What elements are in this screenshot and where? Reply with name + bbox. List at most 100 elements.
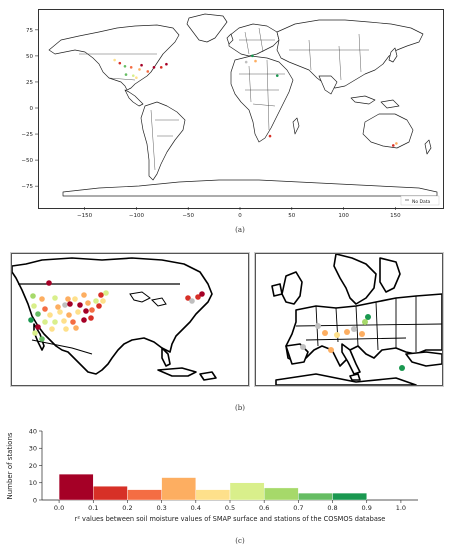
world-station-18 [391, 144, 395, 147]
world-station-3 [129, 66, 133, 69]
eu-station-7 [359, 331, 365, 337]
y-tick-label-0: 75 [26, 28, 33, 34]
x-tick-label-6: 150 [390, 213, 401, 219]
na-station-37 [32, 330, 38, 336]
world-station-7 [146, 70, 150, 73]
eu-station-6 [351, 326, 357, 332]
hist-x-tick-label-1: 0.1 [88, 504, 98, 512]
hist-x-tick-label-9: 0.9 [362, 504, 372, 512]
us-mexico-border [31, 339, 93, 355]
south-america [140, 101, 186, 181]
na-station-21 [75, 309, 81, 315]
world-station-12 [131, 74, 135, 77]
scandinavia [333, 253, 377, 305]
hist-x-tick-label-6: 0.6 [259, 504, 269, 512]
australia [362, 113, 414, 149]
histogram-bar-1 [93, 486, 128, 501]
india [318, 75, 338, 95]
na-station-12 [77, 302, 83, 308]
eu-station-5 [344, 329, 350, 335]
na-station-29 [61, 318, 67, 324]
world-station-9 [159, 66, 163, 69]
r2-histogram: 0 10 20 30 40 0.0 0.1 0.2 0.3 0.4 0.5 0.6 0.7 0.8 0.9… [6, 427, 418, 523]
hist-y-tick-label-1: 10 [29, 479, 37, 487]
na-station-34 [49, 326, 55, 332]
na-station-3 [52, 295, 58, 301]
hist-y-tick-label-3: 30 [29, 445, 37, 453]
na-station-22 [83, 308, 89, 314]
eu-station-0 [365, 314, 371, 320]
world-station-5 [138, 68, 141, 71]
eu-station-4 [334, 332, 340, 338]
north-america-map-panel [11, 253, 249, 386]
eu-station-2 [315, 323, 321, 329]
legend-box [400, 195, 440, 206]
map-legend: No Data [400, 195, 440, 206]
na-station-28 [52, 319, 58, 325]
greenland [186, 13, 228, 43]
asia [276, 19, 424, 89]
y-tick-label-2: 25 [26, 80, 33, 86]
histogram-bar-4 [195, 489, 231, 501]
world-station-4 [124, 73, 128, 76]
na-station-15 [98, 292, 104, 298]
na-station-26 [28, 317, 34, 323]
eu-station-8 [300, 344, 306, 350]
world-station-0 [113, 58, 116, 62]
na-station-25 [100, 298, 106, 304]
eu-station-9 [328, 347, 334, 353]
x-axis-label: r² values between soil moisture values o… [75, 515, 386, 523]
caption-c: (c) [235, 537, 245, 545]
indonesia [350, 95, 376, 105]
world-station-17 [268, 134, 272, 138]
great-lakes [129, 291, 167, 307]
na-station-16 [103, 290, 109, 296]
na-station-1 [30, 293, 36, 299]
legend-label: No Data [412, 199, 431, 205]
x-tick-label-3: 0 [238, 213, 242, 219]
na-station-5 [72, 296, 78, 302]
north-america [48, 24, 180, 91]
na-station-33 [35, 324, 41, 330]
na-station-40 [189, 298, 195, 304]
na-station-8 [42, 306, 48, 312]
na-station-23 [89, 307, 95, 313]
north-africa [275, 373, 417, 386]
y-tick-label-5: −50 [21, 158, 33, 164]
north-america-map [11, 257, 217, 381]
na-station-39 [185, 295, 191, 301]
antarctica [62, 179, 438, 197]
hist-x-tick-label-5: 0.5 [225, 504, 235, 512]
na-station-7 [31, 303, 37, 309]
hist-y-tick-label-4: 40 [29, 427, 37, 435]
na-coastline [11, 257, 213, 375]
histogram-y-ticks: 0 10 20 30 40 [29, 427, 42, 504]
finland [379, 257, 401, 293]
na-station-36 [73, 325, 79, 331]
histogram-bars [58, 473, 367, 501]
caption-b: (b) [235, 404, 245, 412]
world-station-11 [135, 76, 138, 80]
new-zealand [424, 139, 432, 155]
japan [388, 47, 398, 63]
eu-station-10 [399, 365, 405, 371]
sicily [349, 373, 361, 381]
world-map: No Data [48, 13, 440, 206]
world-station-2 [123, 64, 127, 68]
na-station-9 [55, 304, 61, 310]
histogram-bar-3 [161, 477, 197, 501]
world-station-8 [152, 66, 156, 69]
hist-x-tick-label-0: 0.0 [54, 504, 64, 512]
na-station-13 [85, 300, 91, 306]
legend-swatch [405, 199, 409, 201]
na-station-0 [46, 280, 52, 286]
caption-a: (a) [235, 226, 245, 234]
world-map-panel: No Data [38, 9, 444, 209]
na-station-2 [39, 296, 45, 302]
x-tick-label-1: −100 [129, 213, 145, 219]
histogram-bar-0 [58, 473, 94, 501]
na-station-24 [96, 303, 102, 309]
hist-x-tick-label-4: 0.4 [191, 504, 201, 512]
hispaniola [199, 371, 217, 381]
na-station-31 [81, 317, 87, 323]
